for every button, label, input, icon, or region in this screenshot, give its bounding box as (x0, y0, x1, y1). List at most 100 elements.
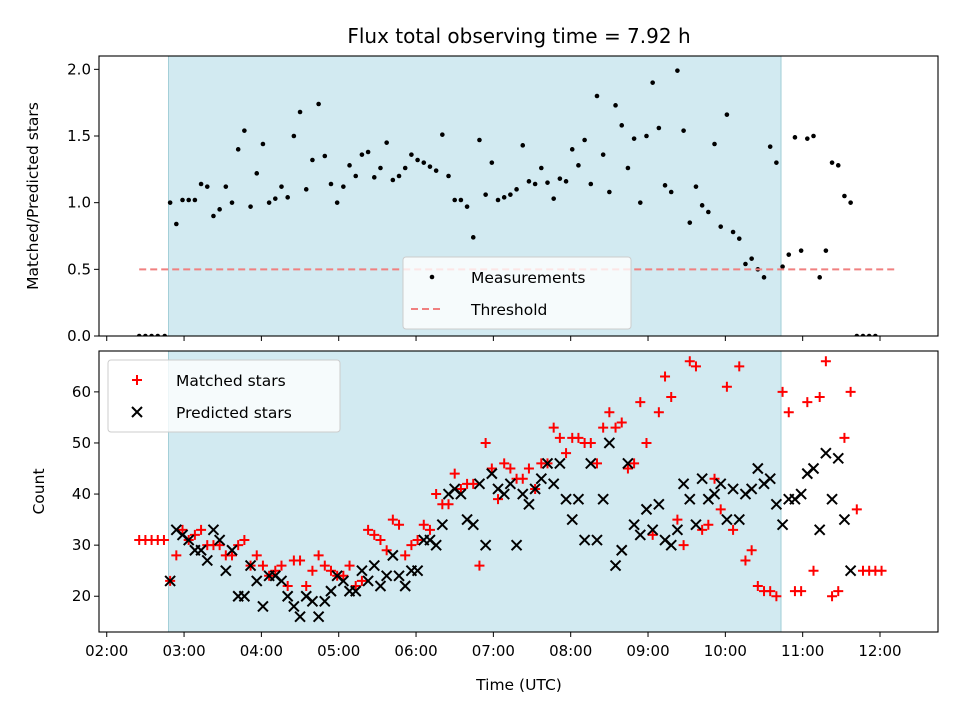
measurements-point (520, 143, 526, 148)
measurements-point (279, 184, 284, 189)
measurements-point (613, 103, 618, 108)
matched-stars-point (783, 407, 794, 418)
measurements-point (557, 176, 563, 181)
measurements-point (514, 187, 519, 192)
measurements-point (582, 137, 587, 143)
matched-stars-point (765, 586, 776, 597)
legend: Measurements Threshold (402, 256, 632, 330)
x-tick-label: 09:00 (626, 642, 669, 660)
measurements-point (204, 184, 210, 189)
predicted-stars-point (609, 559, 622, 572)
predicted-stars-point (826, 493, 838, 505)
plot-area (134, 356, 887, 623)
measurements-point (761, 275, 767, 280)
measurements-point (551, 196, 556, 201)
x-tick-label: 06:00 (394, 642, 437, 660)
matched-stars-point (443, 499, 454, 510)
predicted-stars-point (319, 595, 331, 608)
predicted-stars-point (752, 462, 764, 475)
predicted-stars-point (251, 575, 263, 587)
predicted-stars-point (430, 539, 442, 551)
measurements-point (167, 200, 173, 205)
measurements-point (718, 224, 724, 229)
matched-stars-point (740, 555, 751, 566)
predicted-stars-point (653, 498, 665, 510)
matched-stars-point (573, 432, 584, 443)
legend-swatch-predicted-stars (131, 406, 143, 418)
measurements-point (297, 109, 303, 115)
matched-stars-point (653, 407, 664, 418)
legend: Matched stars Predicted stars (107, 359, 341, 433)
measurements-point (792, 135, 798, 140)
matched-stars-point (400, 550, 411, 561)
predicted-stars-point (294, 610, 306, 623)
matched-stars-point (474, 560, 485, 571)
predicted-stars-point (721, 513, 733, 526)
measurements-point (866, 333, 872, 336)
measurements-point (811, 133, 816, 139)
measurements-point (712, 141, 717, 147)
predicted-stars-point (535, 473, 548, 485)
bottom-panel: 20 30 40 50 60 02:00 03:00 04:00 05:00 06:00 07:00… (72, 350, 939, 660)
measurements-point (254, 171, 260, 176)
y-tick-label: 20 (72, 587, 91, 605)
predicted-stars-point (597, 493, 609, 505)
matched-stars-point (319, 560, 330, 571)
matched-stars-point (660, 371, 671, 382)
measurements-point (235, 147, 241, 152)
measurements-point (347, 163, 352, 168)
measurements-point (607, 189, 612, 195)
matched-stars-point (820, 356, 831, 367)
predicted-stars-point (504, 478, 517, 490)
matched-stars-point (839, 432, 850, 443)
matched-stars-point (561, 448, 572, 459)
measurements-point (532, 181, 538, 187)
measurements-point (334, 200, 340, 205)
predicted-stars-point (622, 457, 634, 470)
x-tick-label: 08:00 (549, 642, 592, 660)
matched-stars-point (313, 550, 324, 561)
predicted-stars-point (337, 575, 350, 587)
measurements-point (446, 173, 451, 179)
matched-stars-point (715, 504, 726, 515)
measurements-point (409, 152, 414, 157)
measurements-point (545, 180, 550, 185)
predicted-stars-point (764, 473, 776, 485)
predicted-stars-point (715, 478, 727, 490)
matched-stars-point (257, 560, 268, 571)
matched-stars-point (356, 575, 367, 586)
predicted-stars-point (368, 559, 380, 572)
matched-stars-point (493, 494, 504, 505)
legend-label-threshold: Threshold (470, 301, 547, 319)
matched-stars-point (598, 422, 609, 433)
measurements-point (631, 136, 637, 141)
matched-stars-point (703, 519, 714, 530)
matched-stars-point (709, 473, 720, 484)
predicted-stars-point (820, 447, 832, 459)
predicted-stars-point (164, 575, 176, 587)
measurements-point (650, 80, 655, 85)
predicted-stars-point (813, 524, 826, 536)
axes-frame (98, 55, 939, 337)
matched-stars-point (227, 550, 238, 561)
predicted-stars-point (399, 580, 411, 592)
matched-stars-point (814, 391, 825, 402)
measurements-point (681, 128, 686, 133)
predicted-stars-point (244, 559, 257, 572)
y-tick-label: 1.0 (67, 194, 91, 212)
measurements-point (217, 207, 222, 212)
x-tick-label: 11:00 (781, 642, 824, 660)
matched-stars-point (517, 473, 528, 484)
measurements-point (341, 184, 346, 189)
x-tick-label: 03:00 (162, 642, 205, 660)
predicted-stars-point (523, 498, 535, 510)
measurements-point (483, 192, 488, 197)
predicted-stars-point (213, 534, 226, 546)
matched-stars-point (554, 432, 565, 443)
measurements-point (260, 141, 266, 147)
predicted-stars-point (770, 498, 783, 510)
matched-stars-point (196, 524, 207, 535)
matched-stars-point (802, 397, 813, 408)
matched-stars-point (449, 468, 460, 479)
predicted-stars-point (486, 467, 498, 480)
